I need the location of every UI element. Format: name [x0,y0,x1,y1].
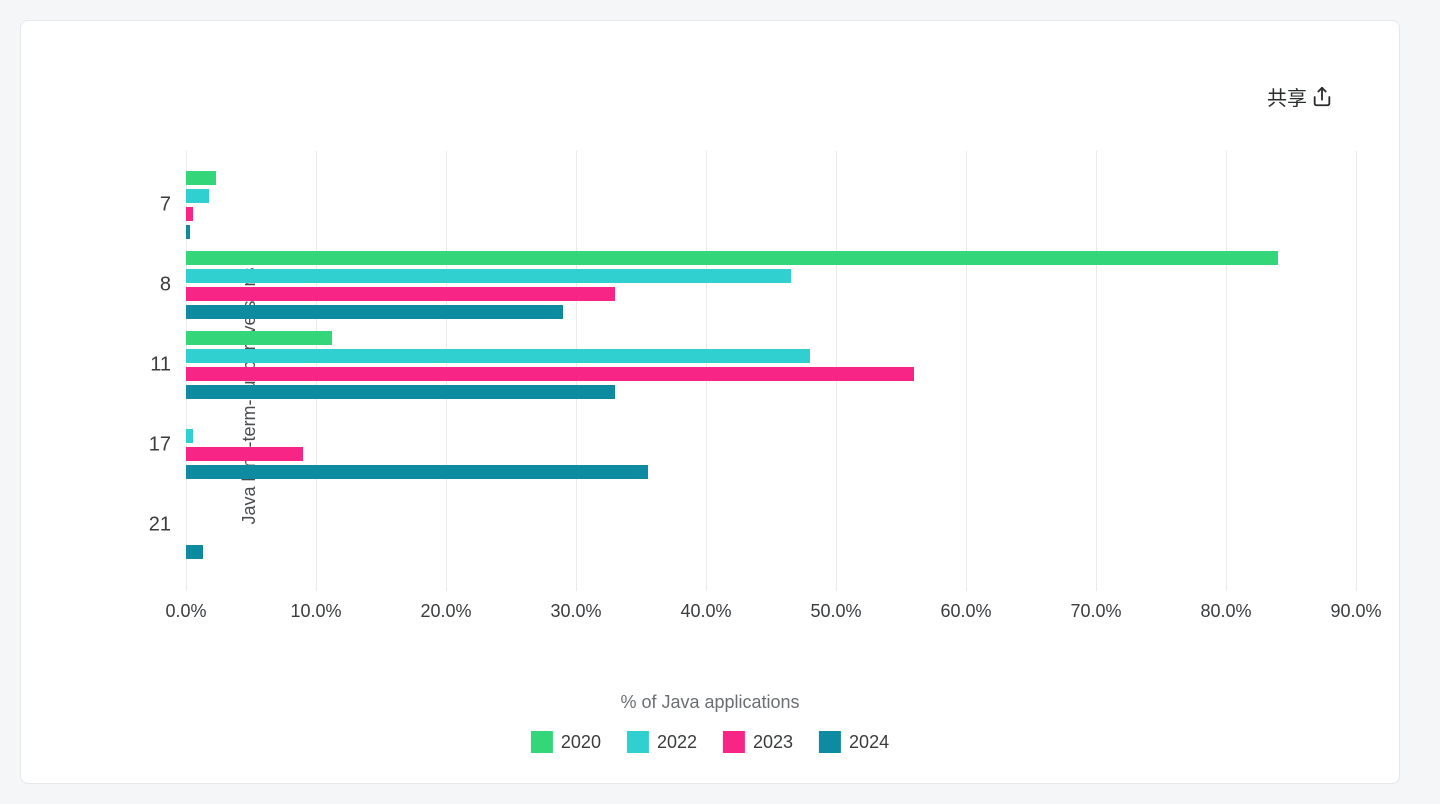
x-tick-label: 30.0% [550,601,601,622]
legend-swatch [819,731,841,753]
y-tick-label: 17 [149,434,171,457]
chart-legend: 2020 2022 2023 2024 [531,731,889,753]
y-tick-label: 8 [160,274,171,297]
chart-plot: 0.0%10.0%20.0%30.0%40.0%50.0%60.0%70.0%8… [186,151,1356,591]
x-tick-label: 10.0% [290,601,341,622]
legend-label: 2024 [849,732,889,753]
chart-bar [186,447,303,461]
grid-line [966,151,967,591]
legend-swatch [723,731,745,753]
y-tick-label: 21 [149,514,171,537]
chart-bar [186,269,791,283]
chart-card: 共享 Java long-term-support versions 0.0%1… [20,20,1400,784]
chart-bar [186,207,193,221]
legend-item[interactable]: 2023 [723,731,793,753]
x-tick-label: 60.0% [940,601,991,622]
chart-bar [186,367,914,381]
legend-label: 2022 [657,732,697,753]
y-tick-label: 11 [150,354,171,377]
legend-label: 2023 [753,732,793,753]
x-tick-label: 20.0% [420,601,471,622]
legend-item[interactable]: 2022 [627,731,697,753]
chart-bar [186,545,203,559]
grid-line [1096,151,1097,591]
chart-bar [186,225,190,239]
chart-bar [186,331,332,345]
legend-label: 2020 [561,732,601,753]
chart-area: Java long-term-support versions 0.0%10.0… [91,151,1361,641]
chart-bar [186,287,615,301]
x-tick-label: 70.0% [1070,601,1121,622]
x-tick-label: 80.0% [1200,601,1251,622]
legend-swatch [531,731,553,753]
chart-bar [186,465,648,479]
legend-item[interactable]: 2020 [531,731,601,753]
grid-line [1356,151,1357,591]
chart-bar [186,305,563,319]
x-tick-label: 0.0% [165,601,206,622]
chart-bar [186,189,209,203]
chart-bar [186,429,193,443]
legend-swatch [627,731,649,753]
x-tick-label: 90.0% [1330,601,1381,622]
chart-bar [186,385,615,399]
x-axis-title: % of Java applications [620,692,799,713]
x-tick-label: 40.0% [680,601,731,622]
share-label: 共享 [1267,82,1307,111]
y-tick-label: 7 [160,194,171,217]
legend-item[interactable]: 2024 [819,731,889,753]
x-tick-label: 50.0% [810,601,861,622]
chart-bar [186,171,216,185]
chart-bar [186,349,810,363]
share-icon [1311,86,1333,108]
chart-bar [186,251,1278,265]
grid-line [1226,151,1227,591]
share-button[interactable]: 共享 [1261,81,1339,112]
